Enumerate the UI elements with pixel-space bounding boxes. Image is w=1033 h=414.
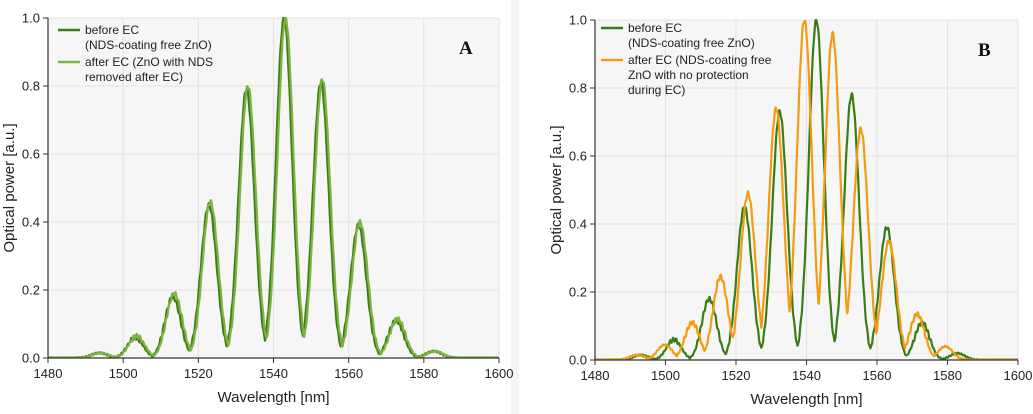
legend: before EC (NDS-coating free ZnO) after EC … bbox=[58, 23, 213, 84]
x-tick-label: 1520 bbox=[722, 368, 751, 383]
x-axis-title: Wavelength [nm] bbox=[751, 391, 863, 408]
y-tick-label: 0.4 bbox=[569, 217, 587, 232]
x-tick-label: 1560 bbox=[863, 368, 892, 383]
y-axis-title: Optical power [a.u.] bbox=[548, 125, 565, 254]
x-tick-label: 1580 bbox=[409, 366, 438, 381]
series-line-1 bbox=[595, 18, 1018, 360]
panel-a: 1480 1500 1520 1540 1560 1580 1600 0.0 0.2 0.4 0.6… bbox=[1, 11, 513, 407]
legend-entry: before EC (NDS-coating free ZnO) bbox=[628, 21, 755, 50]
y-tick-label: 1.0 bbox=[569, 13, 587, 28]
y-tick-label: 0.6 bbox=[22, 147, 40, 162]
x-tick-label: 1580 bbox=[933, 368, 962, 383]
x-axis-title: Wavelength [nm] bbox=[218, 389, 330, 406]
panel-b: 1480 1500 1520 1540 1560 1580 1600 0.0 0.2 0.4 0.6… bbox=[548, 13, 1032, 409]
x-tick-label: 1480 bbox=[581, 368, 610, 383]
x-tick-label: 1560 bbox=[334, 366, 363, 381]
panel-label: B bbox=[978, 40, 991, 61]
legend-entry: after EC (NDS-coating free ZnO with no pr… bbox=[628, 53, 772, 97]
y-tick-label: 1.0 bbox=[22, 11, 40, 26]
series-line-2 bbox=[595, 19, 1018, 360]
legend: before EC (NDS-coating free ZnO) after EC … bbox=[601, 21, 772, 97]
legend-entry: after EC (ZnO with NDS removed after EC) bbox=[85, 55, 213, 84]
panel-divider bbox=[511, 0, 519, 414]
x-tick-label: 1500 bbox=[109, 366, 138, 381]
legend-entry: before EC (NDS-coating free ZnO) bbox=[85, 23, 212, 52]
y-tick-label: 0.0 bbox=[22, 351, 40, 366]
x-tick-label: 1520 bbox=[184, 366, 213, 381]
y-tick-label: 0.2 bbox=[22, 283, 40, 298]
y-tick-label: 0.6 bbox=[569, 149, 587, 164]
y-tick-label: 0.8 bbox=[22, 79, 40, 94]
x-tick-label: 1540 bbox=[792, 368, 821, 383]
panel-label: A bbox=[459, 38, 473, 59]
y-tick-label: 0.8 bbox=[569, 81, 587, 96]
x-tick-label: 1480 bbox=[34, 366, 63, 381]
x-tick-label: 1600 bbox=[485, 366, 514, 381]
x-tick-label: 1600 bbox=[1004, 368, 1033, 383]
x-tick-label: 1500 bbox=[651, 368, 680, 383]
x-tick-label: 1540 bbox=[259, 366, 288, 381]
y-tick-label: 0.0 bbox=[569, 353, 587, 368]
y-tick-label: 0.2 bbox=[569, 285, 587, 300]
series-line-2 bbox=[48, 16, 499, 358]
y-tick-label: 0.4 bbox=[22, 215, 40, 230]
y-axis-title: Optical power [a.u.] bbox=[1, 123, 18, 252]
